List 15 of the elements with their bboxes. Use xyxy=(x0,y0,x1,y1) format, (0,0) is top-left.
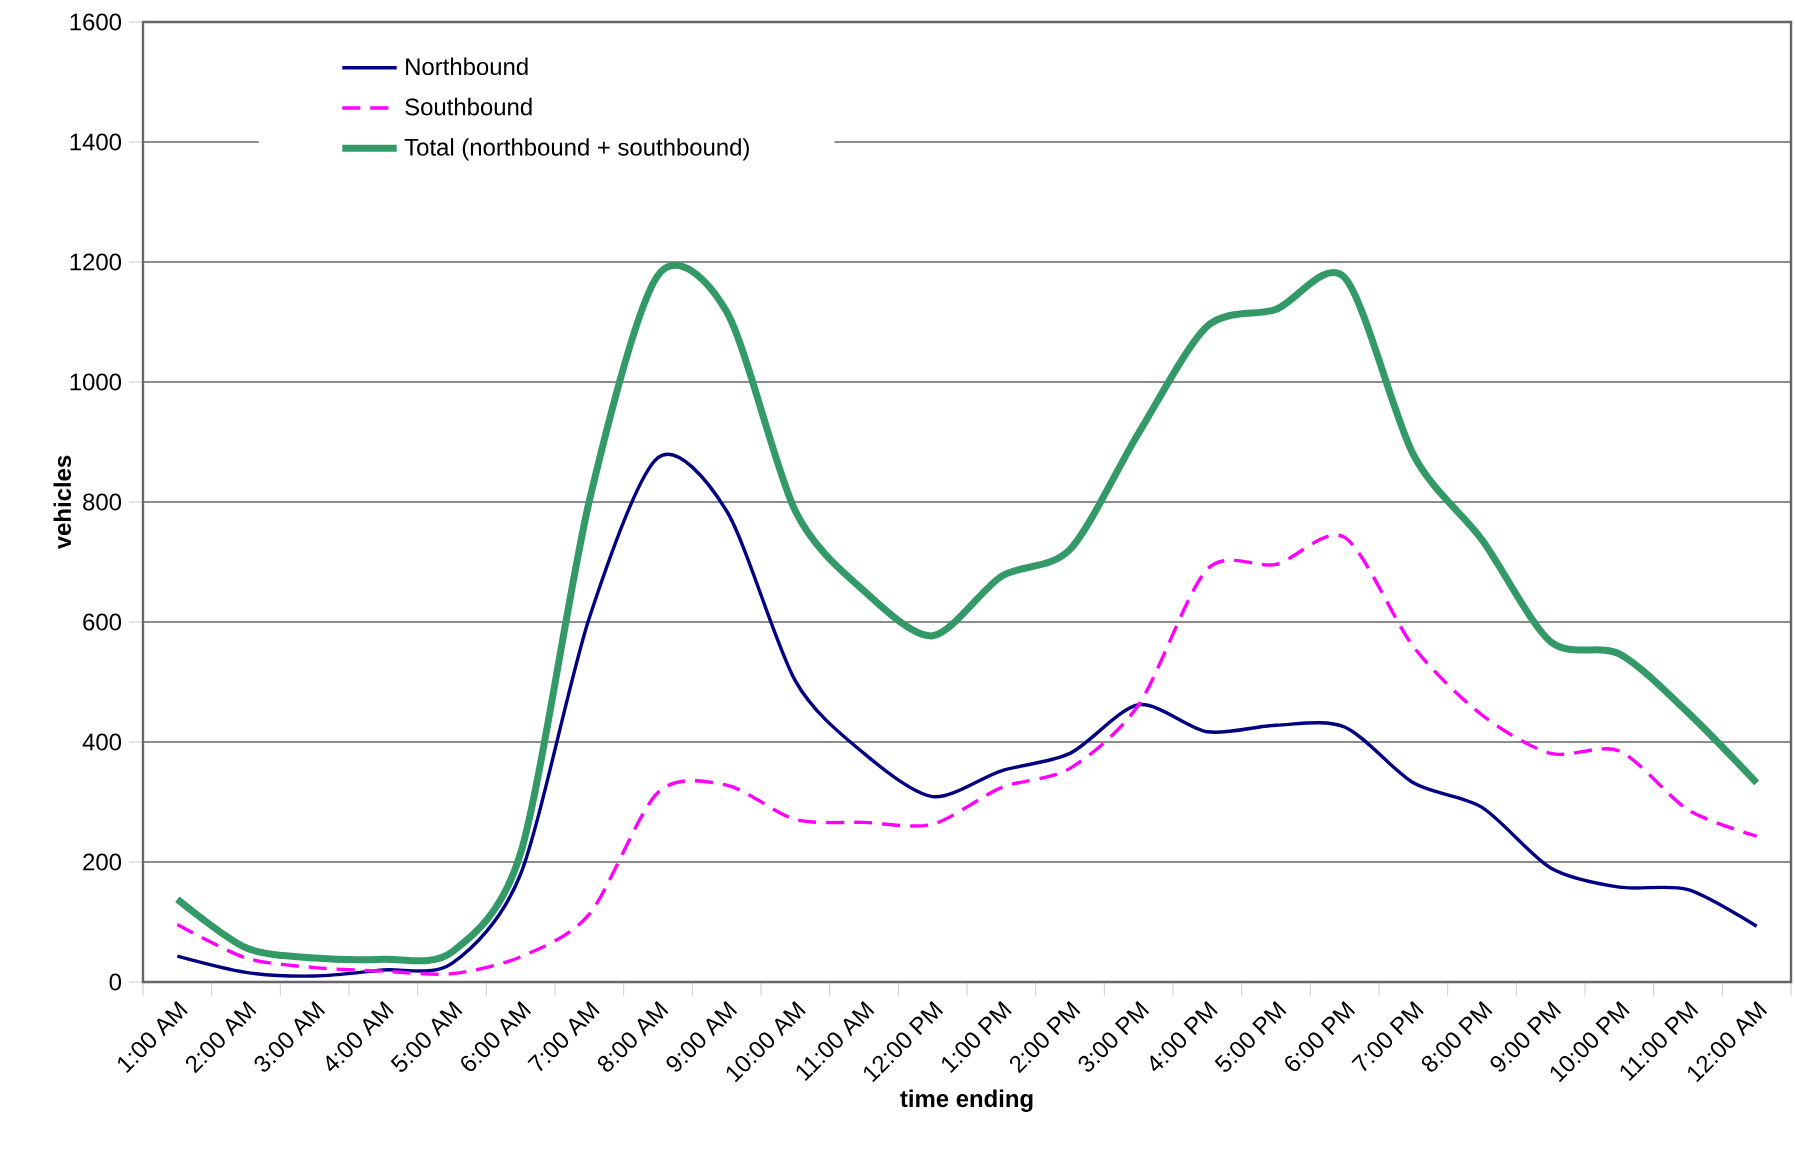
y-tick-label: 1400 xyxy=(70,133,122,151)
legend-label: Southbound xyxy=(405,97,532,116)
y-tick-label: 800 xyxy=(83,493,122,511)
line-series xyxy=(175,454,1759,978)
legend-label: Total (northbound + southbound) xyxy=(404,138,749,161)
y-tick-label: 200 xyxy=(83,853,122,871)
y-tick-label: 600 xyxy=(83,613,122,631)
legend-label: Northbound xyxy=(406,57,528,76)
x-axis-title: time ending xyxy=(900,1089,1033,1112)
y-axis-title: vehicles xyxy=(53,455,72,550)
y-tick-label: 1200 xyxy=(70,253,122,271)
y-tick-label: 1000 xyxy=(70,373,122,391)
y-tick-label: 400 xyxy=(82,733,122,751)
y-tick-label: 1600 xyxy=(70,13,122,31)
y-tick-label: 0 xyxy=(109,973,122,991)
